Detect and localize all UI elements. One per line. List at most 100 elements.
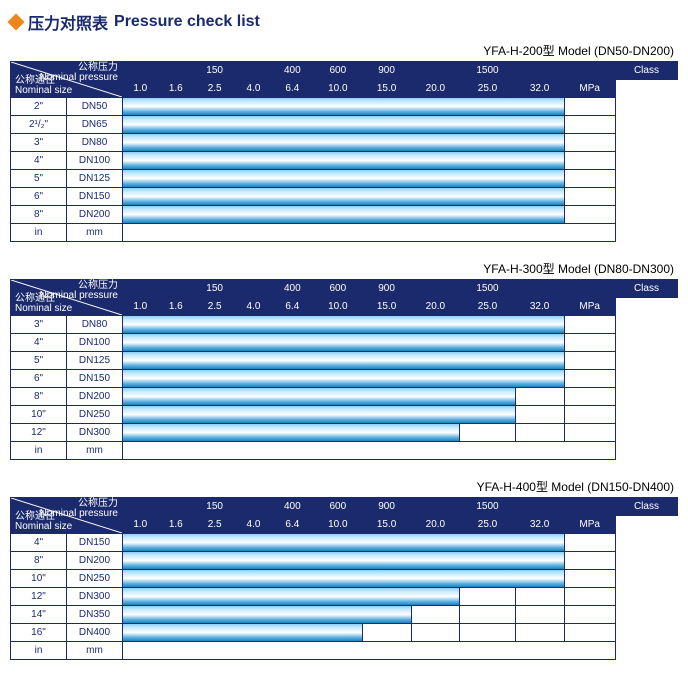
mpa-header-cell: 6.4 <box>271 80 313 98</box>
pressure-bar <box>123 588 459 605</box>
table-row: 8"DN200 <box>11 388 678 406</box>
row-in: 16" <box>11 624 67 642</box>
table-row: 8"DN200 <box>11 552 678 570</box>
pressure-bar <box>123 152 564 169</box>
pressure-bar <box>123 98 564 115</box>
table-row: 4"DN150 <box>11 534 678 552</box>
empty-cell <box>564 424 615 442</box>
empty-cell <box>362 624 411 642</box>
row-mm: DN150 <box>67 534 123 552</box>
mpa-header-cell: 32.0 <box>515 80 564 98</box>
unit-in: in <box>11 442 67 460</box>
class-header-cell: 150 <box>194 280 236 298</box>
empty-cell <box>564 552 615 570</box>
pressure-bar <box>123 352 564 369</box>
empty-cell <box>515 388 564 406</box>
mpa-header-cell: 1.0 <box>123 80 159 98</box>
mpa-label-cell: MPa <box>564 80 615 98</box>
corner-cell: 公称压力Nominal pressure公称通径Nominal size <box>11 280 123 316</box>
row-in: 12" <box>11 588 67 606</box>
table-row: 2"DN50 <box>11 98 678 116</box>
class-header-cell: 150 <box>194 498 236 516</box>
bar-cell <box>123 552 565 570</box>
class-header-cell: 1500 <box>460 62 515 80</box>
table-row: 4"DN100 <box>11 152 678 170</box>
class-label-cell: Class <box>615 280 677 298</box>
class-header-cell: 150 <box>194 62 236 80</box>
row-in: 6" <box>11 370 67 388</box>
mpa-header-cell: 25.0 <box>460 298 515 316</box>
empty-cell <box>564 624 615 642</box>
empty-cell <box>460 624 515 642</box>
row-in: 6" <box>11 188 67 206</box>
table-row: 2¹/₂"DN65 <box>11 116 678 134</box>
empty-cell <box>564 116 615 134</box>
pressure-bar <box>123 406 515 423</box>
pressure-bar <box>123 552 564 569</box>
row-mm: DN250 <box>67 570 123 588</box>
bar-cell <box>123 588 460 606</box>
bar-cell <box>123 206 565 224</box>
unit-row: inmm <box>11 642 678 660</box>
empty-cell <box>564 152 615 170</box>
mpa-header-cell: 25.0 <box>460 516 515 534</box>
empty-cell <box>564 406 615 424</box>
row-mm: DN400 <box>67 624 123 642</box>
page-title-en: Pressure check list <box>114 13 260 31</box>
pressure-table: 公称压力Nominal pressure公称通径Nominal size1504… <box>10 497 678 660</box>
mpa-header-cell: 15.0 <box>362 80 411 98</box>
mpa-header-cell: 4.0 <box>236 80 272 98</box>
class-header-cell <box>123 498 194 516</box>
empty-cell <box>460 588 515 606</box>
pressure-bar <box>123 570 564 587</box>
pressure-bar <box>123 206 564 223</box>
mpa-header-cell: 2.5 <box>194 80 236 98</box>
empty-cell <box>564 370 615 388</box>
table-row: 5"DN125 <box>11 352 678 370</box>
row-mm: DN250 <box>67 406 123 424</box>
row-in: 4" <box>11 152 67 170</box>
mpa-header-cell: 32.0 <box>515 298 564 316</box>
bar-cell <box>123 170 565 188</box>
row-mm: DN80 <box>67 134 123 152</box>
mpa-header-cell: 2.5 <box>194 516 236 534</box>
empty-cell <box>564 98 615 116</box>
class-header-cell <box>123 62 194 80</box>
unit-row: inmm <box>11 442 678 460</box>
table-row: 6"DN150 <box>11 188 678 206</box>
empty-cell <box>411 624 460 642</box>
row-mm: DN100 <box>67 152 123 170</box>
mpa-header-cell: 10.0 <box>313 516 362 534</box>
class-header-cell: 1500 <box>460 280 515 298</box>
diamond-icon <box>8 14 25 31</box>
class-header-cell: 900 <box>362 280 411 298</box>
mpa-header-cell: 1.6 <box>158 80 194 98</box>
table-row: 6"DN150 <box>11 370 678 388</box>
pressure-bar <box>123 388 515 405</box>
empty-cell <box>460 424 515 442</box>
empty-cell <box>564 170 615 188</box>
mpa-header-cell: 25.0 <box>460 80 515 98</box>
empty-cell <box>515 424 564 442</box>
row-mm: DN200 <box>67 552 123 570</box>
pressure-bar <box>123 624 362 641</box>
unit-row: inmm <box>11 224 678 242</box>
table-row: 10"DN250 <box>11 570 678 588</box>
bar-cell <box>123 406 516 424</box>
class-header-cell <box>236 280 272 298</box>
empty-cell <box>564 206 615 224</box>
class-header-cell <box>515 62 615 80</box>
class-header-cell: 600 <box>313 62 362 80</box>
page-title-row: 压力对照表 Pressure check list <box>10 10 678 34</box>
bar-cell <box>123 424 460 442</box>
unit-blank <box>123 642 616 660</box>
row-in: 8" <box>11 552 67 570</box>
mpa-header-cell: 2.5 <box>194 298 236 316</box>
table-subtitle: YFA-H-400型 Model (DN150-DN400) <box>10 478 678 495</box>
row-mm: DN300 <box>67 588 123 606</box>
corner-cell: 公称压力Nominal pressure公称通径Nominal size <box>11 62 123 98</box>
bar-cell <box>123 534 565 552</box>
table-row: 4"DN100 <box>11 334 678 352</box>
bar-cell <box>123 388 516 406</box>
class-label-cell: Class <box>615 498 677 516</box>
